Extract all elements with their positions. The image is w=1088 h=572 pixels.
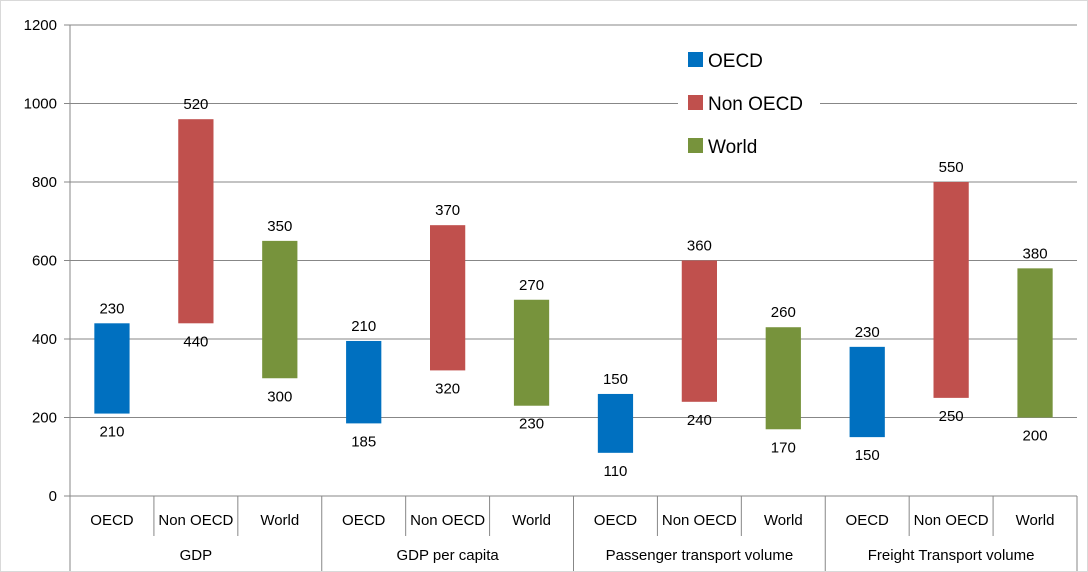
x-category-label: World — [260, 512, 299, 529]
bar-top-label: 380 — [1023, 245, 1048, 262]
y-tick-label: 1200 — [24, 17, 57, 34]
x-group-label: Freight Transport volume — [868, 547, 1035, 564]
bar-top-label: 270 — [519, 277, 544, 294]
range-bar — [513, 299, 550, 406]
axes: 0 200 400 600 800 1000 1200 OECD Non OECD World GD… — [24, 17, 1078, 571]
legend-swatch — [688, 52, 703, 67]
bar-bottom-label: 250 — [939, 408, 964, 425]
bar-bottom-label: 110 — [603, 463, 627, 480]
bar-top-label: 350 — [267, 218, 292, 235]
x-category-label: World — [1016, 512, 1055, 529]
bar-top-label: 520 — [183, 96, 208, 113]
legend-label: Non OECD — [708, 94, 803, 115]
range-bar — [681, 260, 717, 402]
x-group-label: GDP — [180, 547, 213, 564]
range-bar — [262, 240, 298, 379]
range-bar — [849, 346, 885, 438]
x-category-label: OECD — [846, 512, 890, 529]
y-tick-label: 200 — [32, 410, 57, 427]
bar-bottom-label: 440 — [183, 333, 208, 350]
y-tick-label: 800 — [32, 174, 57, 191]
bar-bottom-label: 230 — [519, 416, 544, 433]
range-bar — [765, 327, 801, 430]
range-bar — [933, 182, 969, 398]
bar-top-label: 360 — [687, 238, 712, 255]
bar-top-label: 230 — [99, 300, 124, 317]
x-group-label: GDP per capita — [396, 547, 499, 564]
x-category-label: Non OECD — [410, 512, 485, 529]
x-category-label: Non OECD — [662, 512, 737, 529]
bar-bottom-label: 210 — [99, 424, 124, 441]
bar-top-label: 370 — [435, 202, 460, 219]
bar-bottom-label: 200 — [1023, 428, 1048, 445]
x-category-label: World — [512, 512, 551, 529]
y-tick-label: 0 — [49, 488, 57, 505]
range-bar — [430, 225, 466, 371]
gridlines — [70, 24, 1077, 418]
x-category-label: World — [764, 512, 803, 529]
legend-swatch — [688, 138, 703, 153]
bar-top-label: 210 — [351, 318, 376, 335]
x-group-label: Passenger transport volume — [606, 547, 794, 564]
range-bar — [346, 340, 382, 424]
legend-label: OECD — [708, 51, 763, 72]
range-bar — [94, 323, 130, 414]
x-category-label: OECD — [90, 512, 134, 529]
legend-swatch — [688, 95, 703, 110]
y-tick-label: 1000 — [24, 96, 57, 113]
range-bar — [178, 119, 214, 324]
x-category-label: Non OECD — [158, 512, 233, 529]
x-category-label: Non OECD — [914, 512, 989, 529]
bar-top-label: 550 — [939, 159, 964, 176]
bar-top-label: 260 — [771, 304, 796, 321]
bar-bottom-label: 170 — [771, 439, 796, 456]
range-bar — [597, 393, 634, 453]
legend: OECD Non OECD World — [678, 39, 820, 173]
bar-top-label: 230 — [855, 324, 880, 341]
bar-bottom-label: 150 — [855, 447, 880, 464]
legend-label: World — [708, 137, 757, 158]
bar-bottom-label: 240 — [687, 412, 712, 429]
bar-bottom-label: 185 — [351, 433, 376, 450]
y-tick-label: 600 — [32, 253, 57, 270]
bar-bottom-label: 320 — [435, 380, 460, 397]
x-category-label: OECD — [342, 512, 386, 529]
range-bar — [1017, 268, 1053, 418]
x-category-label: OECD — [594, 512, 638, 529]
bars — [94, 119, 1053, 453]
data-labels: 230 210 520 440 350 300 210 185 370 320 270 230 150 1… — [99, 96, 1047, 480]
bar-top-label: 150 — [603, 371, 628, 388]
y-tick-label: 400 — [32, 331, 57, 348]
bar-bottom-label: 300 — [267, 388, 292, 405]
